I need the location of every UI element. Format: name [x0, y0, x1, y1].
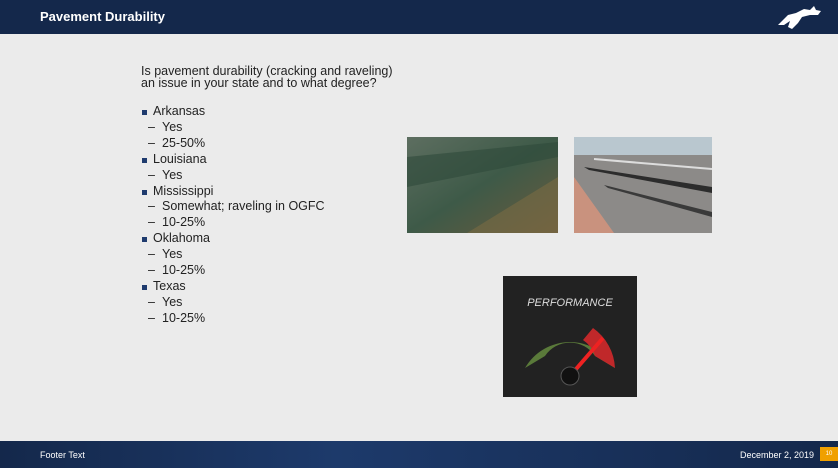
cracked-road-photo: [407, 137, 558, 233]
state-detail: Yes: [162, 120, 182, 134]
state-name: Mississippi: [153, 184, 213, 198]
state-name: Texas: [153, 279, 186, 293]
state-name: Oklahoma: [153, 231, 210, 245]
bullet: [142, 285, 147, 290]
state-name: Arkansas: [153, 104, 205, 118]
state-detail: 10-25%: [162, 263, 205, 277]
dash: –: [148, 168, 155, 182]
raveled-road-photo: [574, 137, 712, 233]
dash: –: [148, 247, 155, 261]
dash: –: [148, 263, 155, 277]
dash: –: [148, 199, 155, 213]
state-detail: 25-50%: [162, 136, 205, 150]
state-detail: 10-25%: [162, 311, 205, 325]
state-name: Louisiana: [153, 152, 207, 166]
state-detail: 10-25%: [162, 215, 205, 229]
slide-title: Pavement Durability: [40, 9, 165, 24]
slide: Pavement Durability Is pavement durabili…: [0, 0, 838, 468]
performance-gauge: PERFORMANCE: [503, 276, 637, 397]
dash: –: [148, 215, 155, 229]
state-detail: Yes: [162, 168, 182, 182]
gauge-label: PERFORMANCE: [527, 297, 613, 309]
dash: –: [148, 311, 155, 325]
state-detail: Yes: [162, 247, 182, 261]
footer-bar: Footer Text December 2, 2019 10: [0, 441, 838, 468]
dash: –: [148, 120, 155, 134]
dash: –: [148, 136, 155, 150]
page-number: 10: [820, 447, 838, 461]
dash: –: [148, 295, 155, 309]
header-bar: Pavement Durability: [0, 0, 838, 34]
state-detail: Somewhat; raveling in OGFC: [162, 199, 325, 213]
footer-text: Footer Text: [40, 450, 85, 460]
state-detail: Yes: [162, 295, 182, 309]
bullet: [142, 110, 147, 115]
footer-date: December 2, 2019: [740, 450, 814, 460]
logo: [774, 3, 824, 31]
question-line: an issue in your state and to what degre…: [141, 76, 377, 90]
bullet: [142, 237, 147, 242]
bullet: [142, 158, 147, 163]
bullet: [142, 190, 147, 195]
